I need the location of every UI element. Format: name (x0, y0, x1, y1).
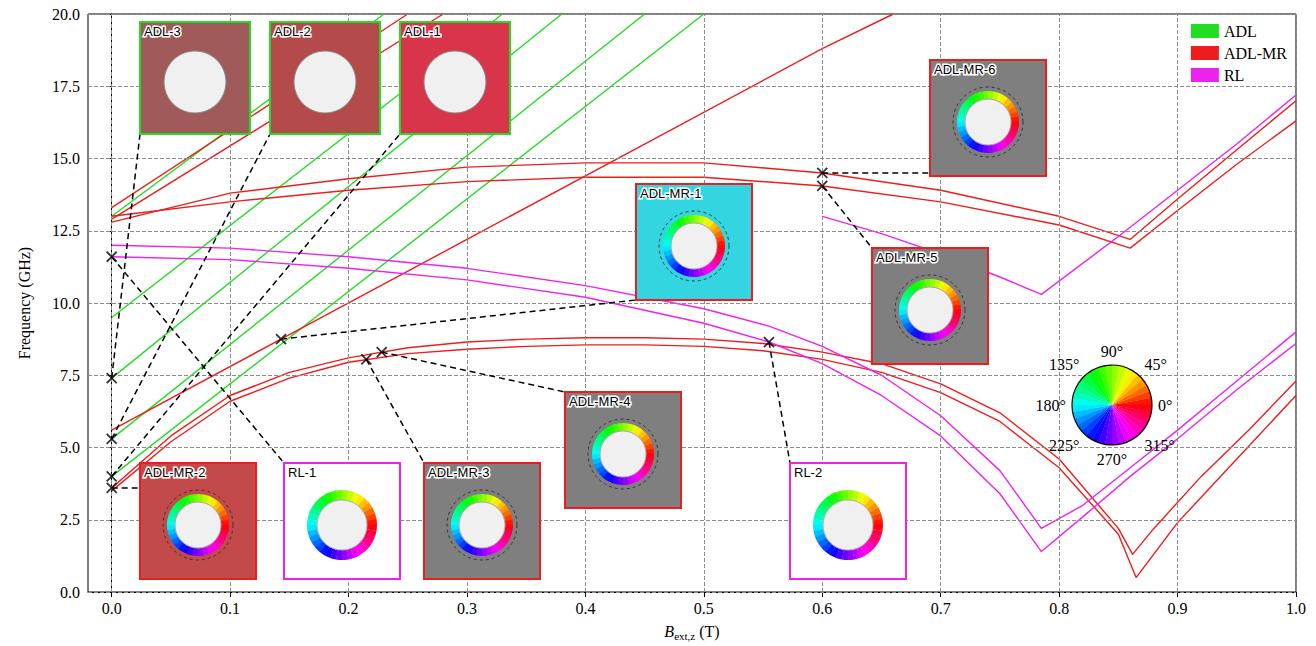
svg-text:0.0: 0.0 (102, 600, 122, 617)
svg-text:0.9: 0.9 (1168, 600, 1188, 617)
svg-text:270°: 270° (1097, 451, 1127, 468)
svg-text:B: B (664, 623, 674, 640)
svg-text:Frequency (GHz): Frequency (GHz) (16, 247, 34, 359)
svg-text:ADL-MR: ADL-MR (1224, 45, 1287, 62)
svg-text:1.0: 1.0 (1286, 600, 1306, 617)
svg-text:ADL-1: ADL-1 (404, 24, 441, 39)
svg-text:0.3: 0.3 (457, 600, 477, 617)
svg-text:0.7: 0.7 (931, 600, 951, 617)
svg-text:17.5: 17.5 (52, 78, 80, 95)
svg-text:0.6: 0.6 (812, 600, 832, 617)
svg-text:315°: 315° (1145, 437, 1175, 454)
svg-text:RL-2: RL-2 (794, 465, 822, 480)
svg-text:180°: 180° (1036, 397, 1066, 414)
svg-text:12.5: 12.5 (52, 222, 80, 239)
svg-text:90°: 90° (1101, 343, 1123, 360)
svg-text:0.2: 0.2 (339, 600, 359, 617)
svg-text:45°: 45° (1145, 356, 1167, 373)
svg-text:10.0: 10.0 (52, 295, 80, 312)
svg-text:ADL-2: ADL-2 (274, 24, 311, 39)
svg-text:RL: RL (1224, 67, 1244, 84)
svg-text:2.5: 2.5 (60, 511, 80, 528)
svg-text:RL-1: RL-1 (288, 465, 316, 480)
svg-text:225°: 225° (1049, 437, 1079, 454)
svg-text:ADL-MR-1: ADL-MR-1 (640, 186, 701, 201)
svg-text:ADL-MR-4: ADL-MR-4 (569, 394, 630, 409)
svg-text:ADL-MR-3: ADL-MR-3 (428, 465, 489, 480)
svg-text:0.1: 0.1 (220, 600, 240, 617)
svg-text:0°: 0° (1158, 397, 1172, 414)
svg-text:135°: 135° (1049, 356, 1079, 373)
svg-text:ADL-3: ADL-3 (144, 24, 181, 39)
svg-text:20.0: 20.0 (52, 6, 80, 23)
svg-text:0.5: 0.5 (694, 600, 714, 617)
svg-text:(T): (T) (695, 623, 719, 641)
svg-text:15.0: 15.0 (52, 150, 80, 167)
svg-text:ADL-MR-5: ADL-MR-5 (876, 250, 937, 265)
svg-text:ADL: ADL (1224, 23, 1257, 40)
svg-text:5.0: 5.0 (60, 439, 80, 456)
svg-text:7.5: 7.5 (60, 367, 80, 384)
svg-text:ext,z: ext,z (674, 630, 695, 642)
svg-text:ADL-MR-2: ADL-MR-2 (144, 465, 205, 480)
svg-text:0.4: 0.4 (575, 600, 595, 617)
svg-text:ADL-MR-6: ADL-MR-6 (934, 62, 995, 77)
svg-text:0.0: 0.0 (60, 584, 80, 601)
svg-text:0.8: 0.8 (1049, 600, 1069, 617)
